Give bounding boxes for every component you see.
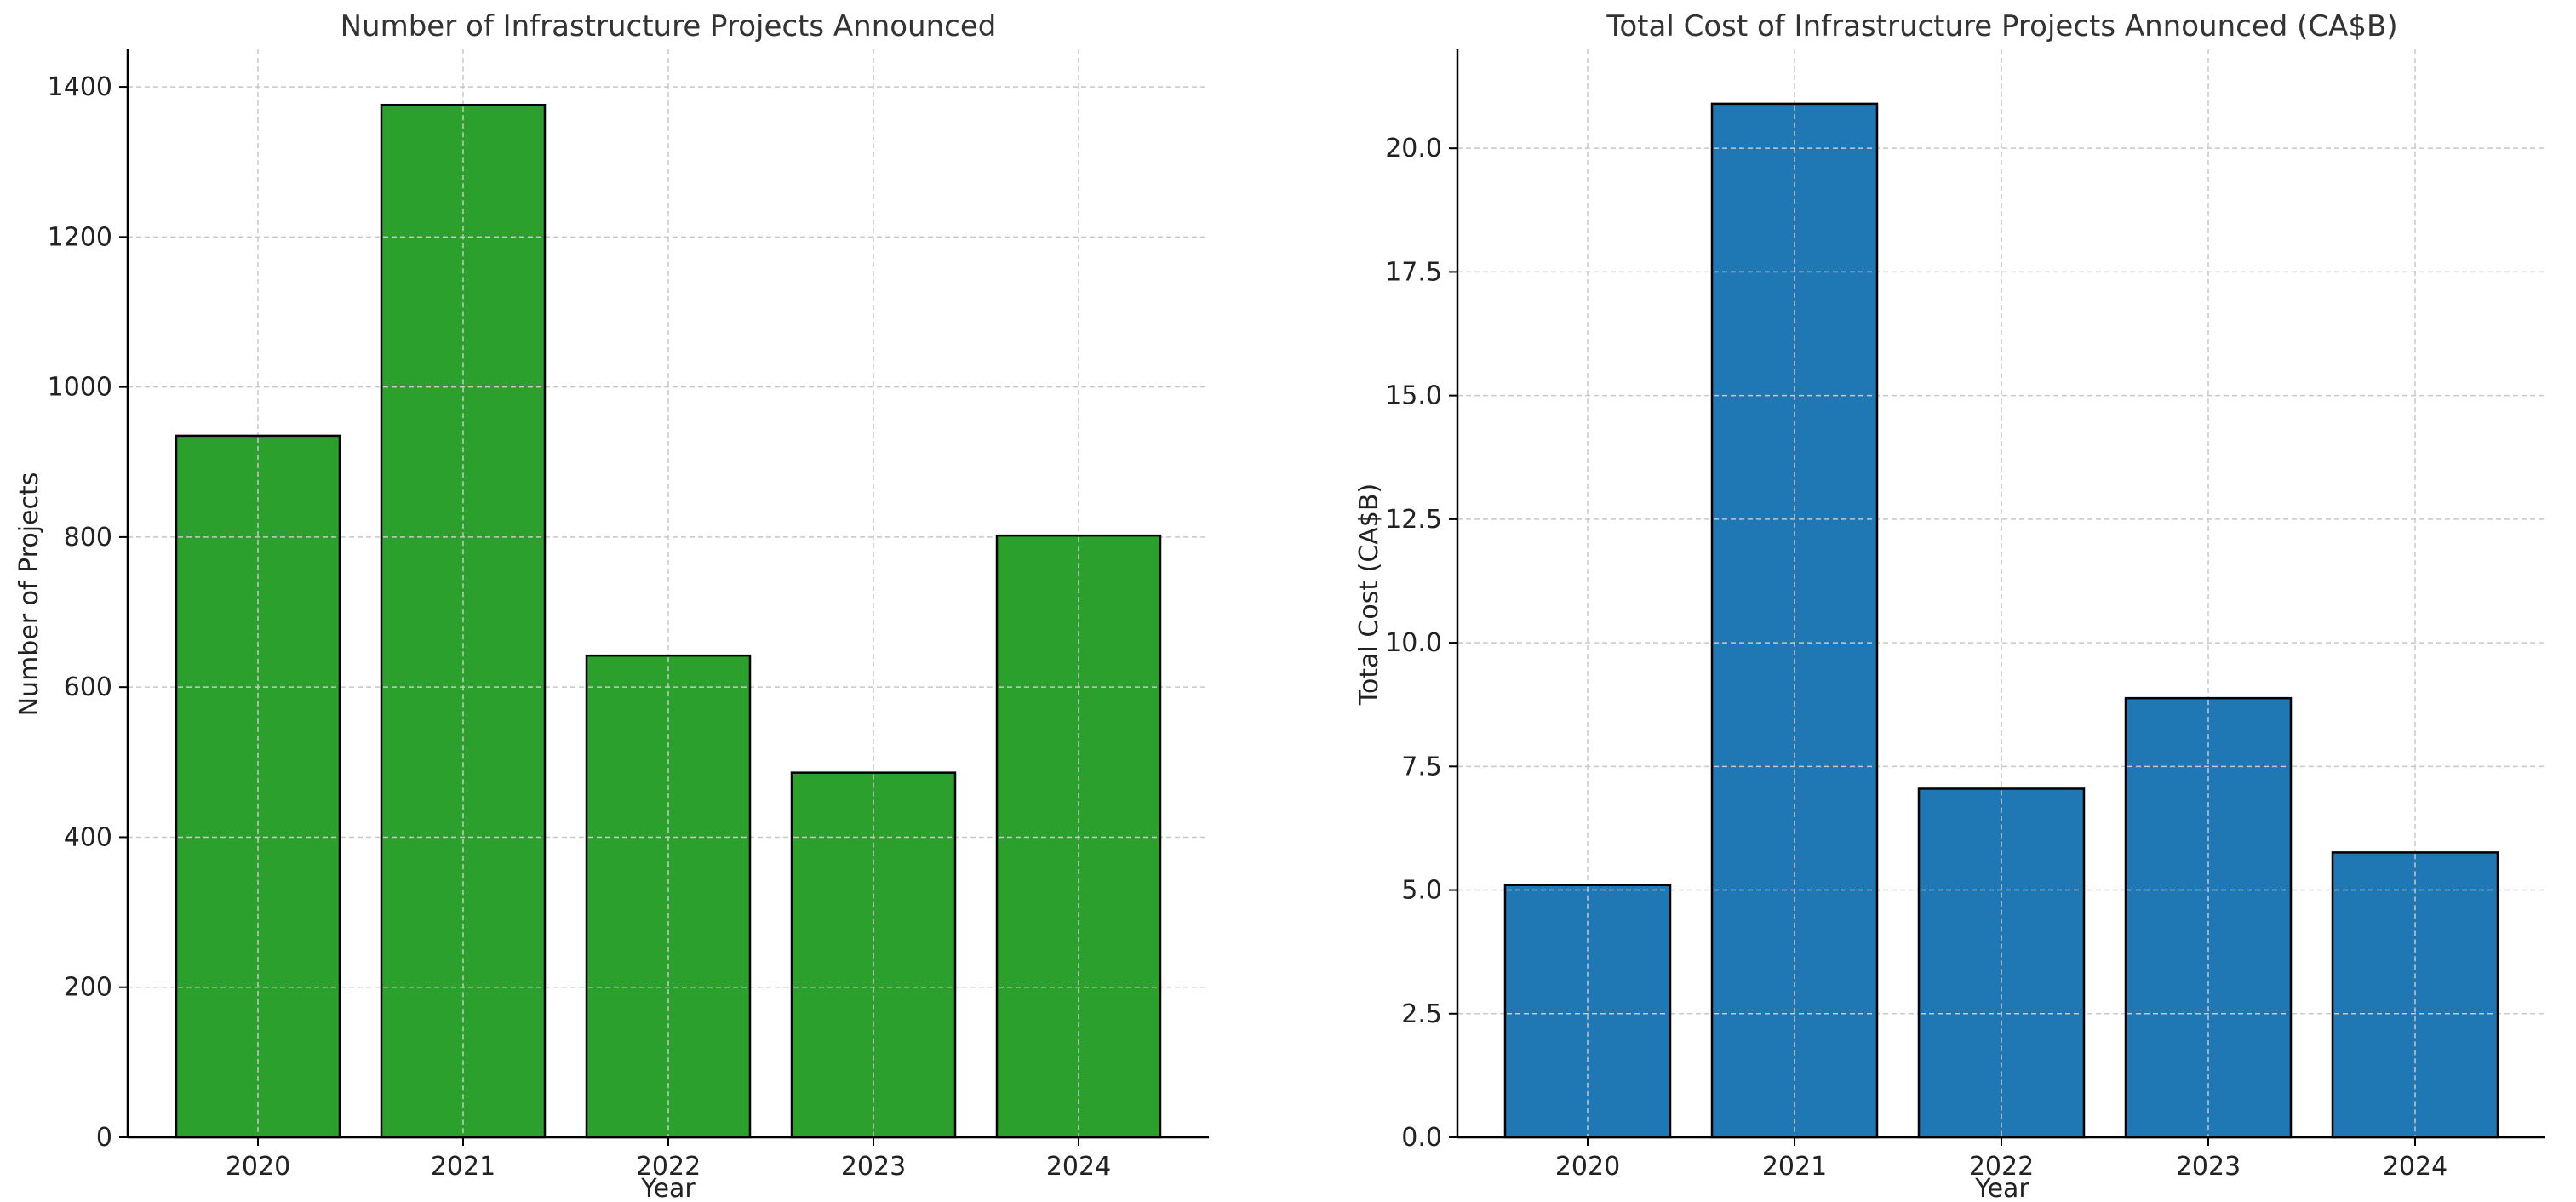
projects-count-x-axis-label: Year: [640, 1174, 696, 1202]
projects-count-y-tick-label: 200: [64, 973, 112, 1003]
projects-count-y-tick-label: 1200: [48, 222, 112, 252]
total-cost-x-tick-label-2021: 2021: [1762, 1152, 1827, 1182]
total-cost-x-tick-label-2024: 2024: [2383, 1152, 2447, 1182]
projects-count-x-tick-label-2023: 2023: [841, 1152, 906, 1182]
total-cost-y-tick-label: 10.0: [1385, 628, 1442, 658]
projects-count-y-axis-label: Number of Projects: [14, 472, 44, 717]
total-cost-chart-title: Total Cost of Infrastructure Projects An…: [1606, 9, 2397, 43]
projects-count-x-tick-label-2021: 2021: [431, 1152, 495, 1182]
total-cost-x-tick-label-2020: 2020: [1555, 1152, 1620, 1182]
total-cost-y-tick-label: 2.5: [1401, 999, 1442, 1029]
total-cost-y-tick-label: 20.0: [1385, 134, 1442, 163]
total-cost-y-axis-label: Total Cost (CA$B): [1354, 484, 1384, 706]
projects-count-y-tick-label: 600: [64, 673, 112, 702]
projects-count-x-tick-label-2020: 2020: [226, 1152, 290, 1182]
total-cost-x-tick-label-2022: 2022: [1969, 1152, 2034, 1182]
total-cost-y-tick-label: 0.0: [1401, 1123, 1442, 1153]
total-cost-y-tick-label: 7.5: [1401, 752, 1442, 781]
total-cost-y-tick-label: 12.5: [1385, 505, 1442, 535]
projects-count-y-tick-label: 1000: [48, 373, 112, 403]
total-cost-chart: Total Cost of Infrastructure Projects An…: [1354, 9, 2545, 1202]
projects-count-y-tick-label: 800: [64, 523, 112, 552]
total-cost-y-tick-label: 17.5: [1385, 257, 1442, 287]
projects-count-chart-title: Number of Infrastructure Projects Announ…: [341, 9, 997, 43]
projects-count-y-tick-label: 1400: [48, 72, 112, 102]
projects-count-y-tick-label: 0: [96, 1123, 112, 1153]
projects-count-y-tick-label: 400: [64, 822, 112, 852]
total-cost-x-tick-label-2023: 2023: [2176, 1152, 2241, 1182]
total-cost-x-axis-label: Year: [1974, 1174, 2029, 1202]
projects-count-chart: Number of Infrastructure Projects Announ…: [14, 9, 1209, 1202]
projects-count-x-tick-label-2024: 2024: [1046, 1152, 1111, 1182]
projects-count-x-tick-label-2022: 2022: [636, 1152, 701, 1182]
total-cost-y-tick-label: 5.0: [1401, 876, 1442, 906]
total-cost-y-tick-label: 15.0: [1385, 381, 1442, 411]
